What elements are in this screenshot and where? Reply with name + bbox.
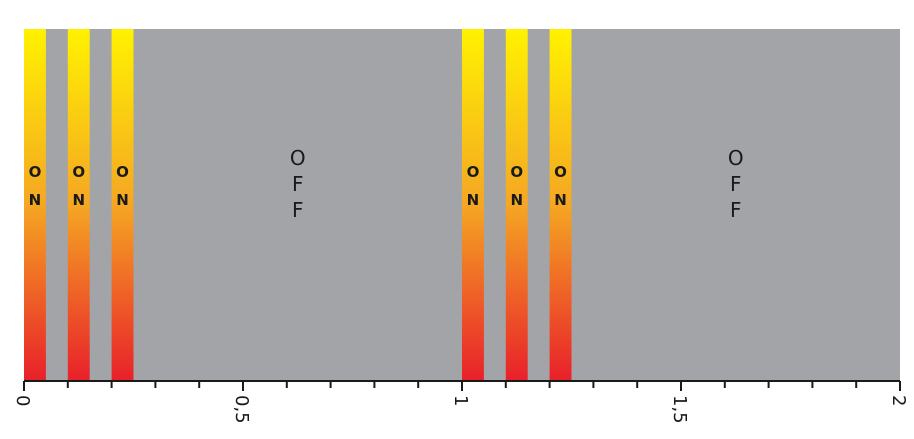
x-tick-label: 1 [450,395,471,406]
on-bars [24,29,572,381]
x-tick-label: 0 [12,395,33,406]
x-axis-tick-labels: 0 0,5 1 1,5 2 [12,395,909,424]
on-bar [67,29,90,381]
x-tick-label: 1,5 [669,395,690,424]
on-bar [111,29,134,381]
x-tick-label: 2 [888,395,909,406]
bar-labels: O N O N O N O N O N O N O F F O F F [29,146,744,222]
on-bar [549,29,572,381]
x-tick-label: 0,5 [231,395,252,424]
on-bar [462,29,484,381]
on-bar [24,29,46,381]
x-axis-ticks [23,381,901,391]
on-bar [505,29,528,381]
